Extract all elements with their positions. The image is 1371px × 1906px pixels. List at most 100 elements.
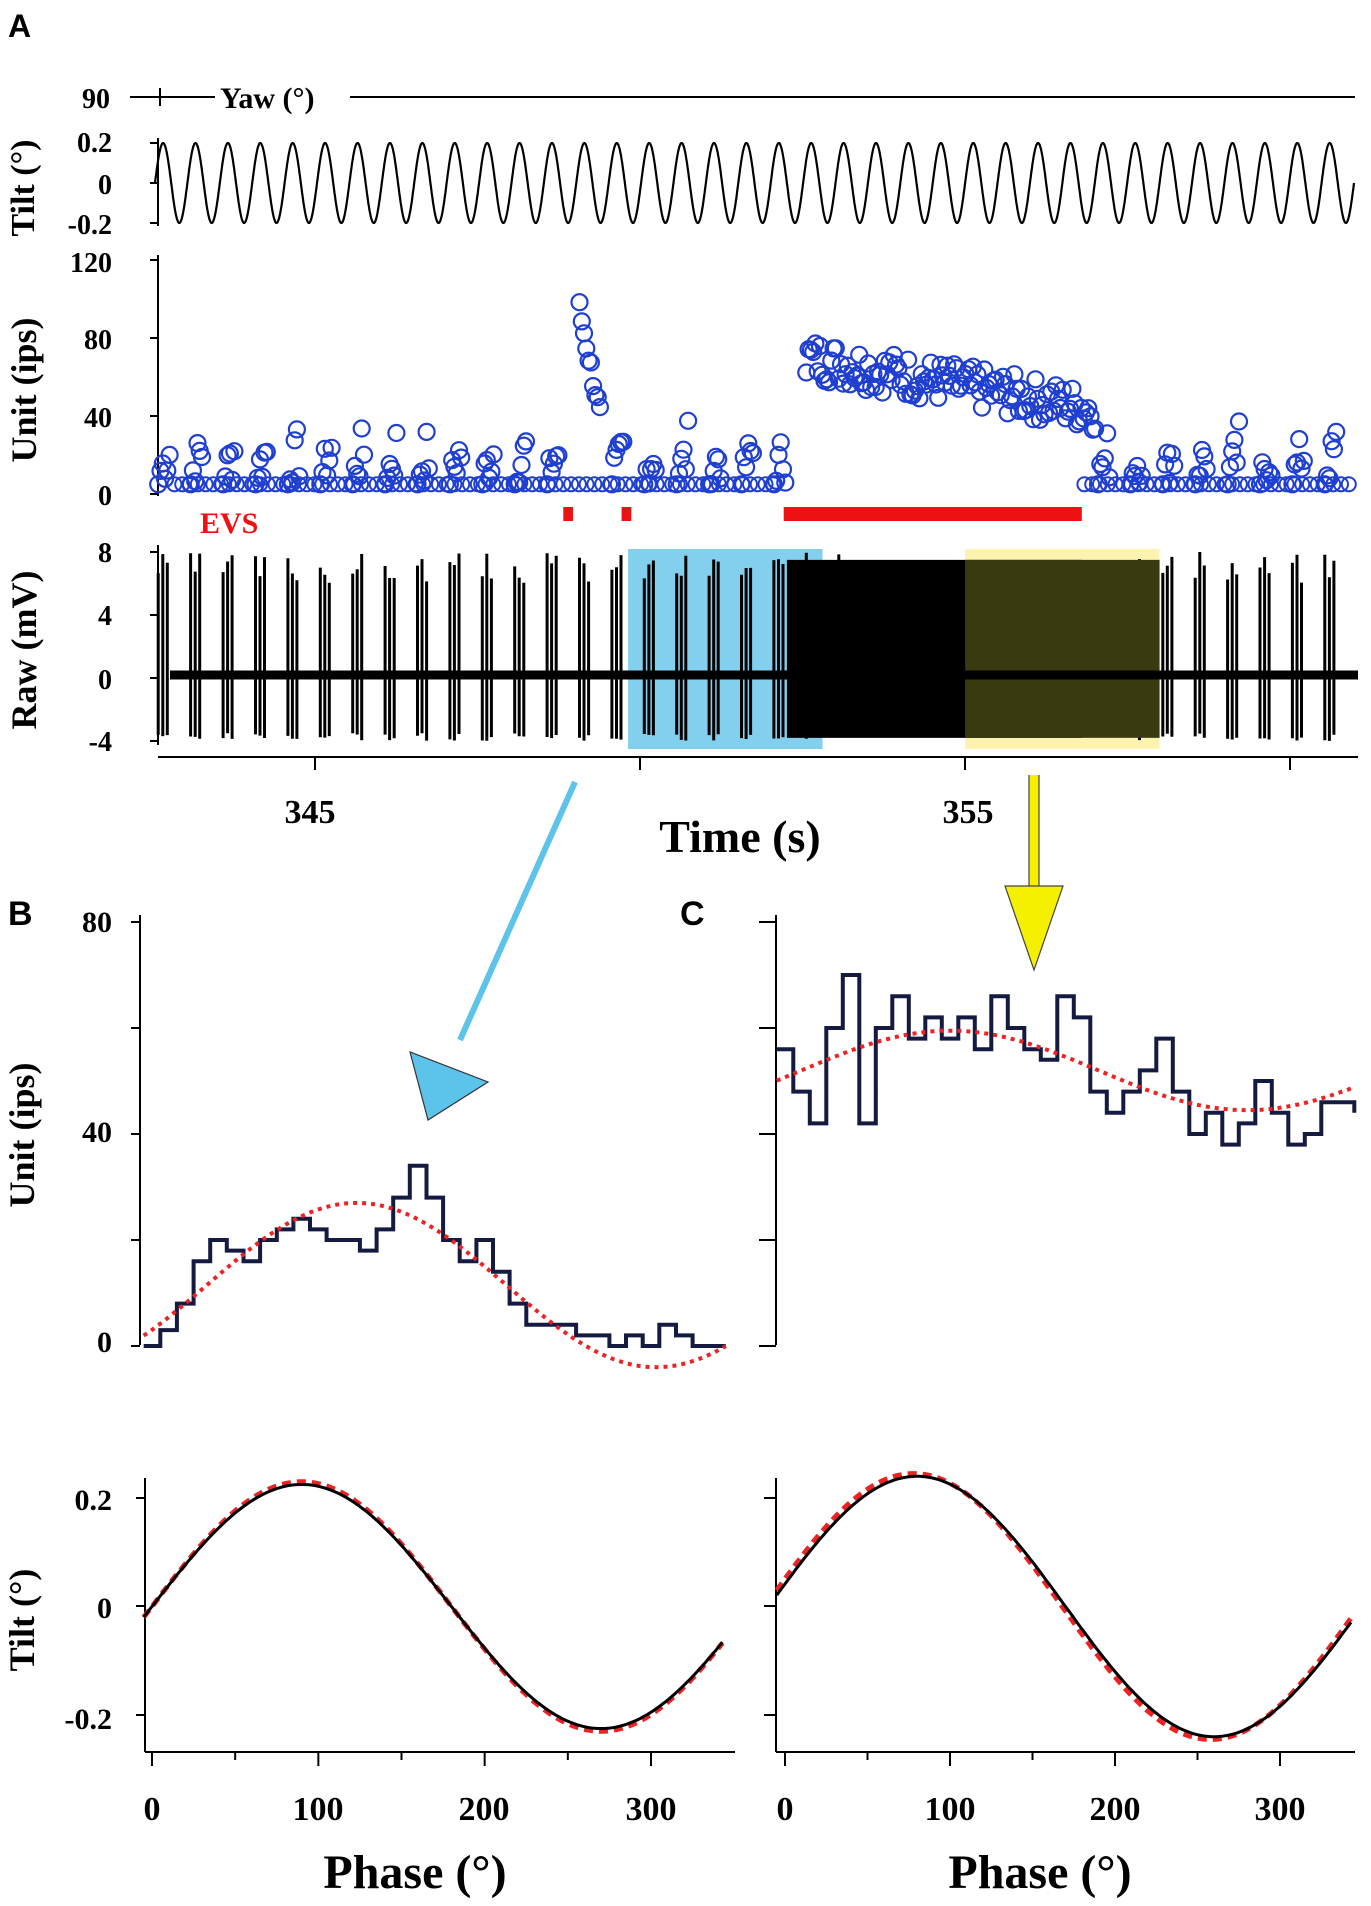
unit-rate-point-297 — [1327, 422, 1346, 441]
unit-rate-point-302 — [197, 476, 214, 493]
unit-rate-points — [149, 293, 1357, 494]
unit-rate-point-378 — [1091, 476, 1108, 493]
unit-rate-point-71 — [516, 432, 536, 451]
unit-rate-point-355 — [609, 476, 626, 493]
unit-rate-point-254 — [1097, 424, 1117, 443]
unit-rate-point-140 — [834, 374, 853, 393]
unit-rate-point-278 — [1227, 453, 1246, 472]
unit-rate-point-52 — [417, 422, 436, 441]
unit-rate-point-343 — [516, 476, 533, 493]
panel-label-c: C — [680, 895, 705, 933]
unit-rate-point-266 — [1162, 444, 1182, 463]
panel-b-xtick-0: 0 — [144, 1791, 161, 1828]
panel-b-xtick-100: 100 — [293, 1791, 344, 1828]
unit-rate-point-308 — [244, 476, 261, 493]
unit-rate-point-399 — [1255, 476, 1272, 493]
unit-rate-point-75 — [544, 454, 564, 473]
unit-rate-point-137 — [826, 339, 845, 358]
panel-b-unit-ylabel: Unit (ips) — [2, 1062, 42, 1207]
unit-rate-point-222 — [1024, 410, 1043, 429]
unit-rate-point-87 — [590, 398, 610, 417]
unit-rate-point-134 — [819, 373, 839, 392]
unit-rate-point-366 — [695, 476, 712, 493]
panel-b-unit-histogram — [143, 1163, 726, 1348]
unit-rate-point-296 — [1324, 440, 1344, 459]
unit-rate-point-47 — [387, 423, 406, 443]
panel-b-unit-tick-40: 40 — [82, 1116, 112, 1149]
unit-rate-point-147 — [850, 345, 869, 364]
unit-rate-point-38 — [348, 464, 367, 483]
unit-rate-point-356 — [617, 476, 634, 493]
unit-rate-point-325 — [376, 476, 393, 493]
unit-rate-point-334 — [446, 476, 463, 493]
panel-b-tilt-tick-0: 0 — [97, 1592, 112, 1625]
unit-rate-point-115 — [739, 434, 758, 453]
unit-rate-point-121 — [771, 433, 790, 452]
unit-rate-point-289 — [1290, 430, 1309, 449]
unit-rate-point-291 — [1294, 451, 1313, 470]
unit-rate-point-190 — [949, 379, 968, 398]
unit-rate-point-397 — [1239, 476, 1256, 493]
unit-rate-point-396 — [1231, 476, 1248, 493]
unit-tick-0: 0 — [98, 481, 112, 512]
unit-rate-point-84 — [583, 377, 603, 396]
unit-rate-point-11 — [192, 447, 212, 467]
unit-rate-point-168 — [898, 350, 918, 369]
unit-rate-point-116 — [741, 441, 760, 461]
unit-rate-point-371 — [734, 476, 751, 493]
unit-rate-point-400 — [1263, 476, 1279, 493]
panel-b-unit-tick-0: 0 — [97, 1326, 112, 1359]
unit-rate-point-376 — [1076, 476, 1093, 493]
unit-rate-point-372 — [742, 476, 758, 493]
unit-rate-point-309 — [252, 476, 268, 493]
panel-c-xtick-100: 100 — [925, 1791, 976, 1828]
unit-rate-point-385 — [1146, 476, 1163, 493]
unit-rate-point-391 — [1193, 476, 1209, 493]
unit-rate-point-300 — [182, 476, 198, 493]
unit-rate-point-360 — [648, 476, 665, 493]
raw-spikes — [156, 552, 1336, 741]
unit-rate-point-332 — [430, 476, 447, 493]
yellow-arrow — [1004, 775, 1064, 972]
unit-rate-point-365 — [687, 476, 704, 493]
unit-rate-point-185 — [938, 356, 957, 375]
unit-rate-point-28 — [287, 420, 306, 439]
unit-rate-point-197 — [966, 373, 985, 392]
unit-rate-point-319 — [329, 476, 346, 493]
unit-rate-point-381 — [1115, 476, 1132, 493]
panel-c-xlabel: Phase (°) — [948, 1846, 1131, 1899]
unit-rate-point-123 — [776, 473, 795, 492]
tilt-trace-tick-0: 0 — [98, 170, 112, 201]
panel-c-unit-histogram — [776, 973, 1357, 1147]
unit-rate-point-77 — [549, 446, 568, 465]
unit-rate-point-307 — [236, 476, 253, 493]
unit-rate-point-122 — [773, 460, 793, 479]
tilt-trace-series — [153, 142, 1356, 224]
unit-rate-point-351 — [578, 476, 595, 493]
cyan-arrow-head — [409, 1051, 490, 1121]
unit-rate-point-34 — [320, 451, 339, 470]
unit-rate-point-208 — [991, 386, 1010, 405]
yellow-arrow-head — [1004, 885, 1064, 972]
unit-rate-point-110 — [709, 450, 728, 469]
tilt-trace-panel: Tilt (°) 0.2 0 -0.2 — [5, 128, 1356, 241]
tilt-trace-tick-neg0.2: -0.2 — [68, 210, 112, 241]
unit-rate-point-59 — [452, 448, 471, 467]
unit-rate-point-348 — [555, 476, 572, 493]
panel-b-tilt: Tilt (°) 0.2 0 -0.2 0 100 200 300 Phase … — [2, 1478, 735, 1899]
unit-rate-point-175 — [914, 372, 934, 391]
unit-rate-point-357 — [625, 476, 642, 493]
unit-rate-point-85 — [586, 386, 605, 405]
unit-rate-point-408 — [1325, 476, 1342, 493]
unit-rate-point-327 — [392, 476, 408, 493]
yaw-tick-90: 90 — [82, 84, 110, 115]
unit-rate-point-344 — [524, 476, 541, 493]
unit-rate-point-299 — [174, 476, 191, 493]
unit-rate-point-321 — [345, 476, 362, 493]
unit-rate-point-410 — [1340, 476, 1357, 493]
yaw-panel: 90 Yaw (°) — [82, 78, 1355, 115]
unit-rate-point-379 — [1099, 476, 1116, 493]
unit-rate-point-80 — [574, 324, 594, 343]
unit-rate-point-251 — [1091, 454, 1110, 474]
